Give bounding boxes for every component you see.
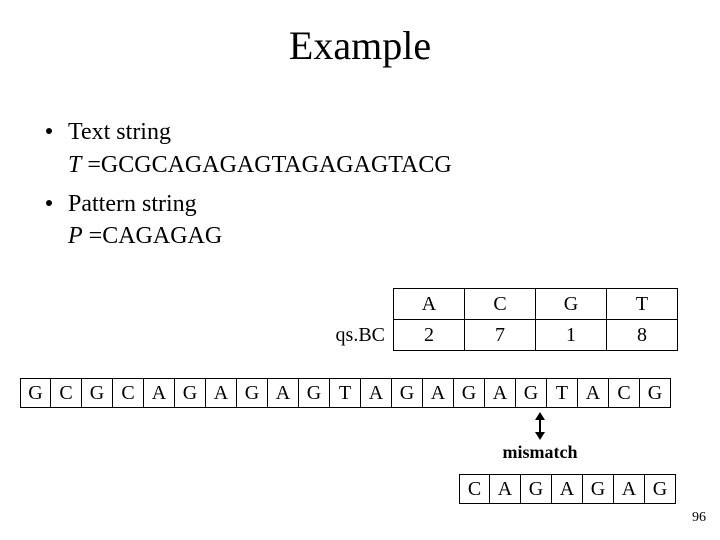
text-char-cell: C	[51, 378, 82, 408]
p-var: P	[68, 223, 83, 249]
bullet-dot-icon	[46, 128, 52, 134]
pattern-char-cell: C	[459, 474, 490, 504]
text-char-cell: G	[237, 378, 268, 408]
qsbc-header: G	[536, 289, 607, 320]
text-char-cell: T	[547, 378, 578, 408]
text-char-cell: A	[361, 378, 392, 408]
text-char-cell: T	[330, 378, 361, 408]
double-arrow-icon	[533, 412, 547, 440]
bullet-2-subline: P =CAGAGAG	[46, 222, 452, 251]
bullet-1-subline: T =GCGCAGAGAGTAGAGAGTACG	[46, 151, 452, 180]
page-number: 96	[692, 510, 706, 526]
qsbc-header: C	[465, 289, 536, 320]
qsbc-header: A	[394, 289, 465, 320]
bullet-2-label: Pattern string	[68, 191, 197, 217]
mismatch-indicator: mismatch	[480, 412, 600, 463]
text-char-cell: G	[82, 378, 113, 408]
qsbc-value: 2	[394, 320, 465, 351]
text-char-cell: G	[175, 378, 206, 408]
qsbc-header: T	[607, 289, 678, 320]
text-char-cell: A	[268, 378, 299, 408]
text-char-cell: A	[578, 378, 609, 408]
qsbc-blank-cell	[312, 289, 394, 320]
pattern-char-cell: G	[583, 474, 614, 504]
mismatch-label: mismatch	[480, 442, 600, 463]
pattern-char-cell: A	[490, 474, 521, 504]
slide-title: Example	[0, 22, 720, 69]
qsbc-value: 7	[465, 320, 536, 351]
t-var: T	[68, 152, 81, 178]
pattern-char-cell: A	[552, 474, 583, 504]
text-char-cell: G	[299, 378, 330, 408]
bullet-list: Text string T =GCGCAGAGAGTAGAGAGTACG Pat…	[46, 118, 452, 261]
text-char-cell: C	[609, 378, 640, 408]
p-value: =CAGAGAG	[83, 223, 223, 249]
bullet-text-string: Text string	[46, 118, 452, 147]
text-char-cell: A	[423, 378, 454, 408]
qsbc-value-row: qs.BC 2 7 1 8	[312, 320, 678, 351]
text-string-row: GCGCAGAGAGTAGAGAGTACG	[20, 378, 671, 408]
text-char-cell: A	[206, 378, 237, 408]
bullet-pattern-string: Pattern string	[46, 190, 452, 219]
text-char-cell: G	[640, 378, 671, 408]
text-char-cell: G	[516, 378, 547, 408]
qsbc-header-row: A C G T	[312, 289, 678, 320]
bullet-dot-icon	[46, 200, 52, 206]
qsbc-table: A C G T qs.BC 2 7 1 8	[312, 288, 678, 351]
qsbc-value: 1	[536, 320, 607, 351]
text-char-cell: A	[485, 378, 516, 408]
bullet-1-label: Text string	[68, 119, 171, 145]
text-char-cell: G	[392, 378, 423, 408]
qsbc-row-label: qs.BC	[312, 320, 394, 351]
pattern-char-cell: G	[645, 474, 676, 504]
t-value: =GCGCAGAGAGTAGAGAGTACG	[81, 152, 451, 178]
text-char-cell: C	[113, 378, 144, 408]
pattern-char-cell: G	[521, 474, 552, 504]
text-char-cell: G	[454, 378, 485, 408]
text-char-cell: G	[20, 378, 51, 408]
qsbc-value: 8	[607, 320, 678, 351]
pattern-char-cell: A	[614, 474, 645, 504]
pattern-string-row: CAGAGAG	[459, 474, 676, 504]
text-char-cell: A	[144, 378, 175, 408]
